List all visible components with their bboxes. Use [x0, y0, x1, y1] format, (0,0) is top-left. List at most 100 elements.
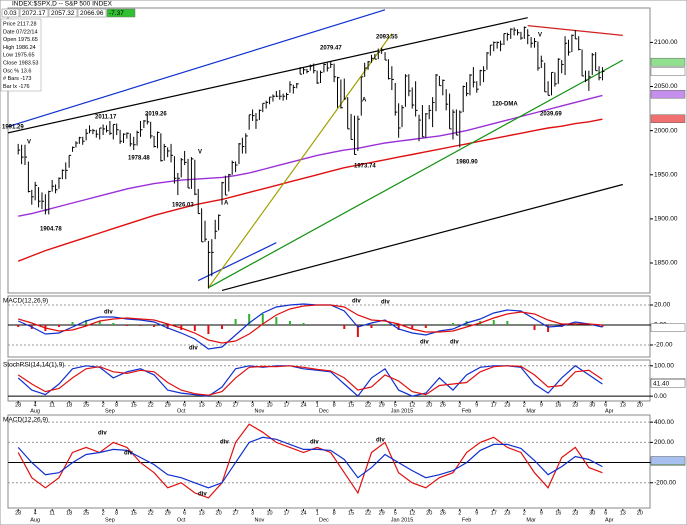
histogram-bar	[506, 321, 509, 325]
x-tick-label: 11	[49, 510, 55, 516]
toolbar-box	[1, 8, 20, 18]
y-tick-label: 2100.00	[654, 39, 678, 46]
month-label: Sep	[105, 517, 115, 523]
toolbar-box	[106, 8, 136, 18]
x-tick-label: 6	[604, 402, 607, 408]
x-tick-label: 2	[458, 510, 461, 516]
annotation: div	[189, 346, 198, 352]
y-tick-label: 0.00	[654, 393, 667, 400]
indicator-line	[17, 365, 603, 396]
panel-frame	[7, 359, 651, 402]
histogram-bar	[17, 325, 20, 327]
histogram-bar	[356, 325, 359, 337]
panel-title: MACD(12,26,9)	[3, 298, 48, 305]
value-badge	[650, 456, 686, 465]
histogram-bar	[71, 322, 74, 325]
x-tick-label: 24	[300, 402, 306, 408]
annotation: 2079.47	[320, 46, 342, 52]
x-tick-label: 20	[637, 510, 643, 516]
toolbar-value: 0.03	[4, 10, 17, 17]
x-tick-label: 13	[199, 402, 205, 408]
trend-line	[207, 33, 393, 289]
x-tick-label: 3	[251, 510, 254, 516]
x-tick-label: 17	[491, 402, 497, 408]
x-tick-label: 1	[316, 510, 319, 516]
month-label: Aug	[30, 517, 40, 523]
y-tick-label: 1900.00	[654, 216, 678, 223]
annotation: 1926.03	[172, 203, 194, 209]
x-tick-label: 20	[216, 510, 222, 516]
histogram-bar	[288, 321, 291, 325]
x-tick-label: 25	[83, 402, 89, 408]
x-tick-label: 18	[66, 402, 72, 408]
y-tick-label: -20.00	[654, 342, 673, 349]
info-line: Osc % 13.6	[3, 68, 31, 74]
value-badge	[650, 379, 686, 388]
annotation: div	[381, 300, 390, 306]
annotation: div	[310, 440, 319, 446]
annotation: div	[420, 340, 429, 346]
x-tick-label: 27	[233, 402, 239, 408]
x-tick-label: 13	[199, 510, 205, 516]
month-label: Oct	[177, 517, 186, 523]
x-tick-label: 23	[572, 510, 578, 516]
histogram-bar	[601, 325, 604, 327]
x-tick-label: 6	[183, 402, 186, 408]
x-tick-label: 15	[348, 510, 354, 516]
histogram-bar	[207, 325, 210, 334]
x-tick-label: 27	[233, 510, 239, 516]
panel-frame	[7, 414, 651, 509]
month-label: Feb	[462, 408, 471, 414]
x-tick-label: 29	[165, 510, 171, 516]
x-tick-label: 8	[333, 510, 336, 516]
toolbar-box	[19, 8, 49, 18]
month-label: Jan 2015	[391, 517, 414, 523]
annotation: A	[362, 98, 367, 104]
x-tick-label: 2	[102, 510, 105, 516]
histogram-bar	[125, 325, 128, 326]
x-tick-label: 15	[131, 402, 137, 408]
histogram-bar	[438, 324, 441, 325]
month-label: Apr	[605, 517, 614, 523]
x-tick-label: 17	[283, 510, 289, 516]
x-tick-label: 29	[165, 402, 171, 408]
annotation: 1904.78	[40, 227, 62, 233]
histogram-bar	[547, 325, 550, 332]
histogram-bar	[248, 314, 251, 325]
x-tick-label: 4	[34, 510, 37, 516]
chart-title: INDEX:$SPX,D -- S&P 500 INDEX	[12, 1, 113, 8]
x-tick-label: 16	[555, 510, 561, 516]
y-tick-label: 200.00	[654, 439, 674, 446]
month-label: Feb	[462, 517, 471, 523]
indicator-line	[17, 303, 603, 350]
x-tick-label: 8	[115, 510, 118, 516]
y-tick-label: 100.00	[654, 362, 674, 369]
x-tick-label: 9	[540, 510, 543, 516]
x-tick-label: 2	[523, 402, 526, 408]
histogram-bar	[397, 325, 400, 330]
panel	[8, 9, 624, 291]
annotation: div	[98, 431, 107, 437]
annotation: V	[538, 33, 542, 39]
x-tick-label: 12	[409, 510, 415, 516]
x-tick-label: 15	[348, 402, 354, 408]
annotation: div	[198, 492, 207, 498]
panel-frame	[7, 295, 651, 358]
histogram-bar	[533, 325, 536, 330]
histogram-bar	[519, 324, 522, 325]
value-badge	[650, 89, 686, 99]
month-label: Jan 2015	[391, 408, 414, 414]
x-tick-label: 29	[379, 510, 385, 516]
histogram-bar	[261, 314, 264, 325]
indicator-line	[18, 304, 603, 344]
annotation: V	[27, 140, 31, 146]
panel	[8, 365, 650, 397]
x-tick-label: 6	[604, 510, 607, 516]
x-tick-label: 11	[49, 402, 55, 408]
x-tick-label: 23	[504, 402, 510, 408]
panel-title: MACD(12,26,9)	[3, 417, 48, 424]
histogram-bar	[57, 325, 60, 327]
x-tick-label: 18	[66, 510, 72, 516]
